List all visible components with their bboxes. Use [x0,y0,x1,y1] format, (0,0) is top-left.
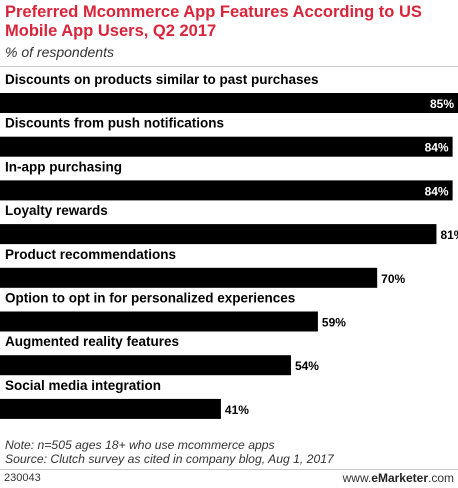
bar [0,180,453,201]
brand-link[interactable]: www.eMarketer.com [343,471,454,485]
category-label: Discounts from push notifications [5,116,224,131]
chart-subtitle: % of respondents [5,44,114,60]
category-label: Augmented reality features [5,334,179,349]
value-label: 84% [425,184,449,198]
value-label: 41% [225,403,249,417]
value-label: 85% [430,97,454,111]
category-label: Loyalty rewards [5,203,108,218]
bar [0,224,437,245]
category-label: In-app purchasing [5,159,122,174]
value-label: 70% [381,272,405,286]
bar [0,311,318,332]
value-label: 81% [440,228,458,242]
top-divider [0,66,458,67]
category-label: Product recommendations [5,247,176,262]
note-text: Note: n=505 ages 18+ who use mcommerce a… [5,438,275,452]
value-label: 54% [295,359,319,373]
chart-notes: Note: n=505 ages 18+ who use mcommerce a… [5,438,334,466]
chart-title: Preferred Mcommerce App Features Accordi… [5,3,422,40]
bar [0,93,458,113]
category-label: Discounts on products similar to past pu… [5,72,319,87]
category-label: Social media integration [5,378,161,393]
bottom-divider [0,469,458,470]
bar [0,398,221,419]
source-text: Source: Clutch survey as cited in compan… [5,452,334,466]
value-label: 59% [322,316,346,330]
category-label: Option to opt in for personalized experi… [5,291,295,306]
brand-prefix: www. [342,471,372,485]
brand-name: eMarketer [371,471,428,485]
bar [0,355,291,376]
value-label: 84% [425,141,449,155]
bar [0,136,453,157]
bar-chart: Discounts on products similar to past pu… [0,72,458,419]
brand-suffix: .com [427,471,454,485]
bar [0,267,378,288]
chart-id: 230043 [4,472,41,484]
